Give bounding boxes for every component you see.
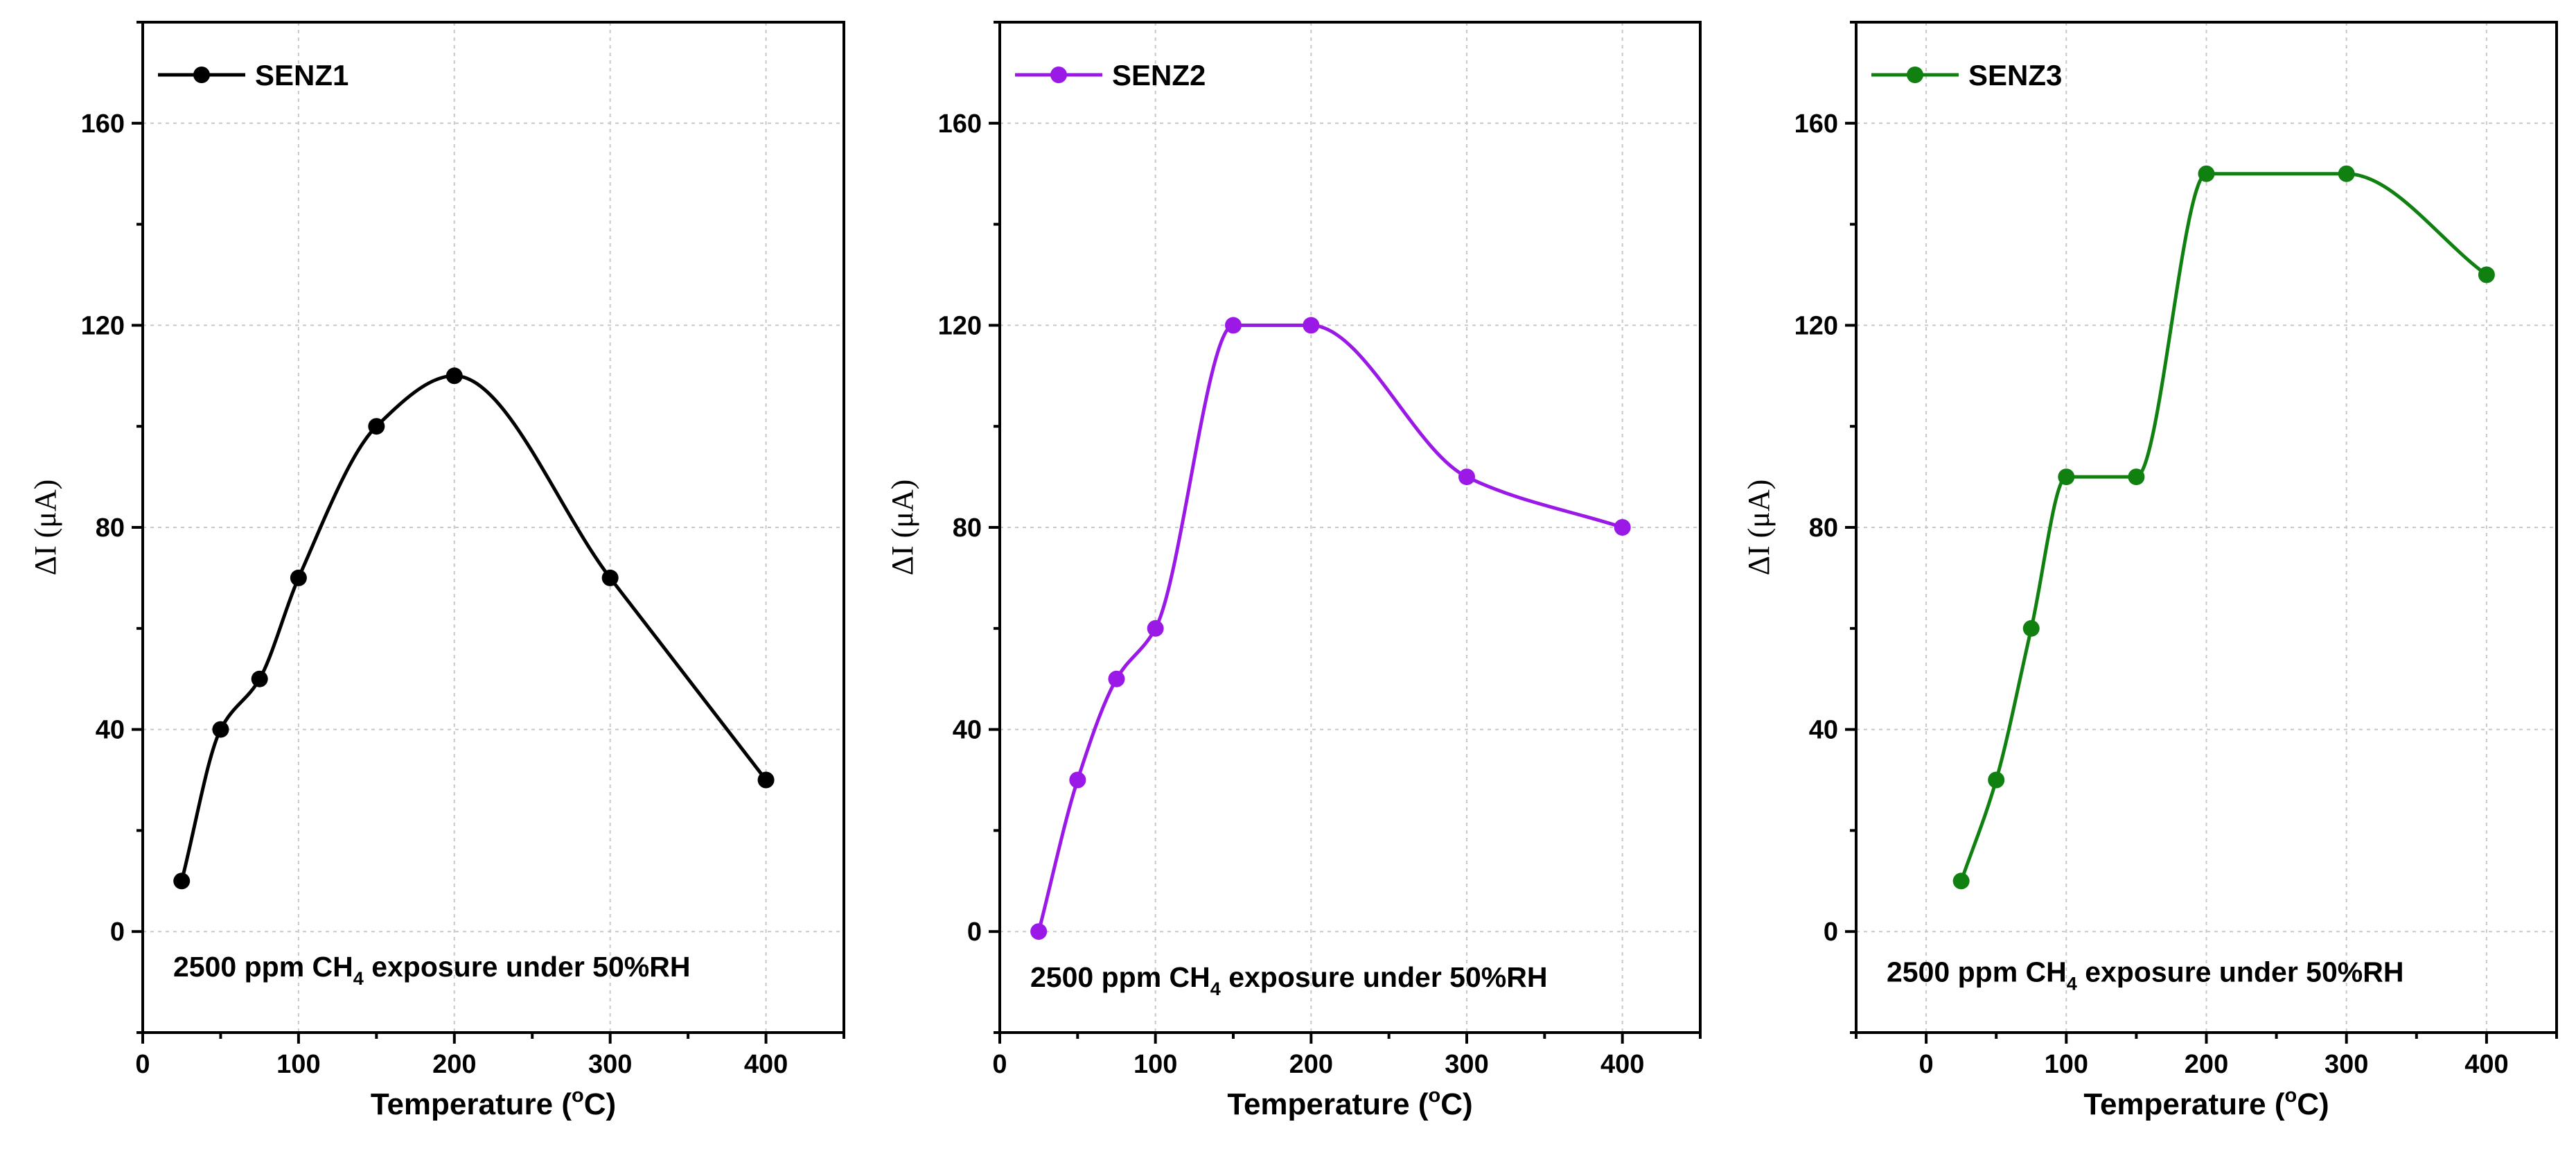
- x-tick-label: 400: [744, 1050, 788, 1079]
- y-tick-label: 0: [1824, 918, 1838, 947]
- data-point: [1614, 519, 1631, 536]
- y-tick-label: 120: [81, 311, 125, 340]
- data-point: [368, 418, 385, 435]
- x-tick-label: 0: [992, 1050, 1007, 1079]
- y-tick-label: 80: [953, 514, 982, 543]
- data-point: [2058, 468, 2075, 486]
- legend-label: SENZ1: [255, 59, 349, 91]
- x-tick-label: 200: [432, 1050, 476, 1079]
- data-point: [2128, 468, 2145, 486]
- annotation: 2500 ppm CH4 exposure under 50%RH: [173, 951, 690, 989]
- y-tick-label: 80: [96, 514, 125, 543]
- x-tick-label: 0: [1919, 1050, 1934, 1079]
- x-tick-label: 100: [2045, 1050, 2088, 1079]
- x-tick-label: 300: [1445, 1050, 1488, 1079]
- data-point: [757, 771, 775, 789]
- data-point: [1030, 923, 1048, 940]
- data-point: [173, 872, 191, 890]
- x-tick-label: 400: [2464, 1050, 2508, 1079]
- y-axis-label: ΔI (μA): [1742, 480, 1776, 576]
- x-tick-label: 300: [588, 1050, 632, 1079]
- data-point: [1458, 468, 1475, 486]
- y-tick-label: 160: [1794, 109, 1838, 139]
- chart-panel-2: 0 100 200 300 400 0 40 80 120 160 Temperature (oC)…: [885, 21, 1702, 1121]
- y-tick-label: 120: [938, 311, 982, 340]
- series-line-senz1: [179, 374, 768, 882]
- x-axis-label: Temperature (oC): [1227, 1085, 1472, 1121]
- legend-marker: [1050, 67, 1067, 83]
- annotation: 2500 ppm CH4 exposure under 50%RH: [1030, 961, 1547, 999]
- data-point: [445, 367, 463, 385]
- y-tick-label: 40: [953, 716, 982, 745]
- x-tick-label: 300: [2324, 1050, 2368, 1079]
- data-point: [1952, 872, 1970, 890]
- data-point: [1147, 620, 1164, 637]
- x-axis-label: Temperature (oC): [371, 1085, 616, 1121]
- data-point: [1069, 771, 1086, 789]
- x-axis-label: Temperature (oC): [2083, 1085, 2329, 1121]
- y-tick-label: 40: [96, 716, 125, 745]
- data-point: [2022, 620, 2040, 637]
- x-tick-label: 200: [2185, 1050, 2228, 1079]
- x-tick-label: 200: [1289, 1050, 1333, 1079]
- y-tick-label: 160: [938, 109, 982, 139]
- legend-label: SENZ2: [1112, 59, 1206, 91]
- chart-panel-1: 0 100 200 300 400 0 40 80 120 160 Temperature (oC)…: [28, 21, 845, 1121]
- y-tick-label: 0: [110, 918, 125, 947]
- data-point: [2338, 165, 2355, 182]
- annotation: 2500 ppm CH4 exposure under 50%RH: [1887, 956, 2403, 994]
- data-point: [601, 569, 619, 586]
- y-axis-label: ΔI (μA): [885, 480, 919, 576]
- series-line-senz2: [1036, 323, 1623, 932]
- legend-marker: [1907, 67, 1923, 83]
- y-tick-label: 40: [1809, 716, 1838, 745]
- data-point: [1988, 771, 2005, 789]
- data-point: [1225, 317, 1242, 334]
- x-tick-label: 0: [135, 1050, 150, 1079]
- data-point: [1108, 670, 1125, 687]
- y-tick-label: 0: [967, 918, 982, 947]
- data-point: [1303, 317, 1320, 334]
- data-point: [251, 670, 268, 687]
- x-tick-label: 100: [276, 1050, 320, 1079]
- data-point: [2198, 165, 2215, 182]
- legend-label: SENZ3: [1968, 59, 2062, 91]
- y-tick-label: 160: [81, 109, 125, 139]
- chart-panel-3: 0 100 200 300 400 0 40 80 120 160 Temperature (oC)…: [1742, 21, 2558, 1121]
- data-point: [2478, 266, 2495, 283]
- y-tick-label: 80: [1809, 514, 1838, 543]
- data-point: [290, 569, 307, 586]
- y-tick-label: 120: [1794, 311, 1838, 340]
- x-tick-label: 400: [1600, 1050, 1644, 1079]
- x-tick-label: 100: [1133, 1050, 1177, 1079]
- data-point: [212, 721, 229, 738]
- y-axis-label: ΔI (μA): [28, 480, 62, 576]
- legend-marker: [193, 67, 210, 83]
